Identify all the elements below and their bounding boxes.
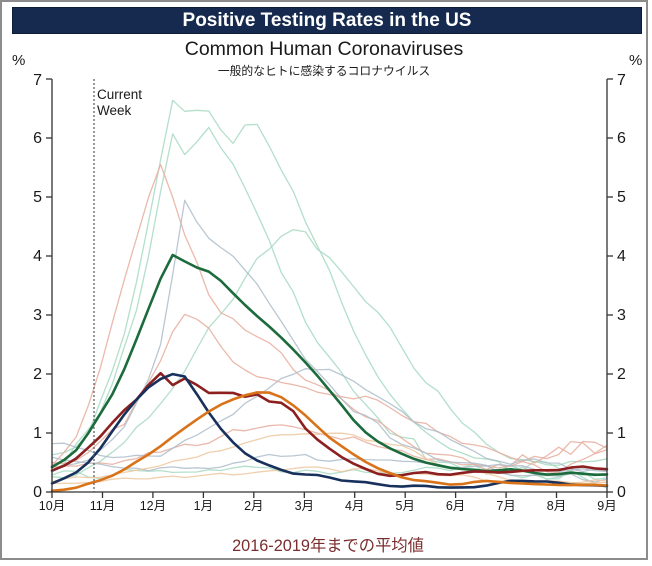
svg-text:5: 5 — [33, 189, 42, 206]
svg-text:2: 2 — [33, 366, 42, 383]
svg-text:5: 5 — [617, 189, 626, 206]
svg-text:7: 7 — [617, 72, 626, 89]
svg-text:1: 1 — [33, 425, 42, 442]
svg-text:3: 3 — [33, 307, 42, 324]
svg-text:7月: 7月 — [496, 499, 515, 513]
svg-text:Week: Week — [97, 103, 132, 118]
svg-text:11月: 11月 — [90, 499, 115, 513]
svg-text:%: % — [629, 52, 642, 69]
svg-text:%: % — [12, 52, 25, 69]
svg-text:4: 4 — [617, 248, 626, 265]
svg-text:1: 1 — [617, 425, 626, 442]
svg-text:2: 2 — [617, 366, 626, 383]
svg-text:3月: 3月 — [295, 499, 314, 513]
svg-text:6: 6 — [33, 130, 42, 147]
svg-text:0: 0 — [617, 484, 626, 501]
svg-text:6月: 6月 — [446, 499, 465, 513]
svg-text:10月: 10月 — [39, 499, 65, 513]
svg-text:2016-2019年までの平均値: 2016-2019年までの平均値 — [232, 537, 424, 555]
svg-text:4: 4 — [33, 248, 42, 265]
svg-text:Current: Current — [97, 87, 142, 102]
svg-text:6: 6 — [617, 130, 626, 147]
svg-text:4月: 4月 — [345, 499, 364, 513]
svg-text:5月: 5月 — [395, 499, 414, 513]
svg-text:1月: 1月 — [194, 499, 213, 513]
svg-text:7: 7 — [33, 72, 42, 89]
svg-text:8月: 8月 — [547, 499, 566, 513]
svg-text:3: 3 — [617, 307, 626, 324]
svg-text:9月: 9月 — [597, 499, 616, 513]
svg-text:12月: 12月 — [140, 499, 166, 513]
svg-text:2月: 2月 — [244, 499, 263, 513]
